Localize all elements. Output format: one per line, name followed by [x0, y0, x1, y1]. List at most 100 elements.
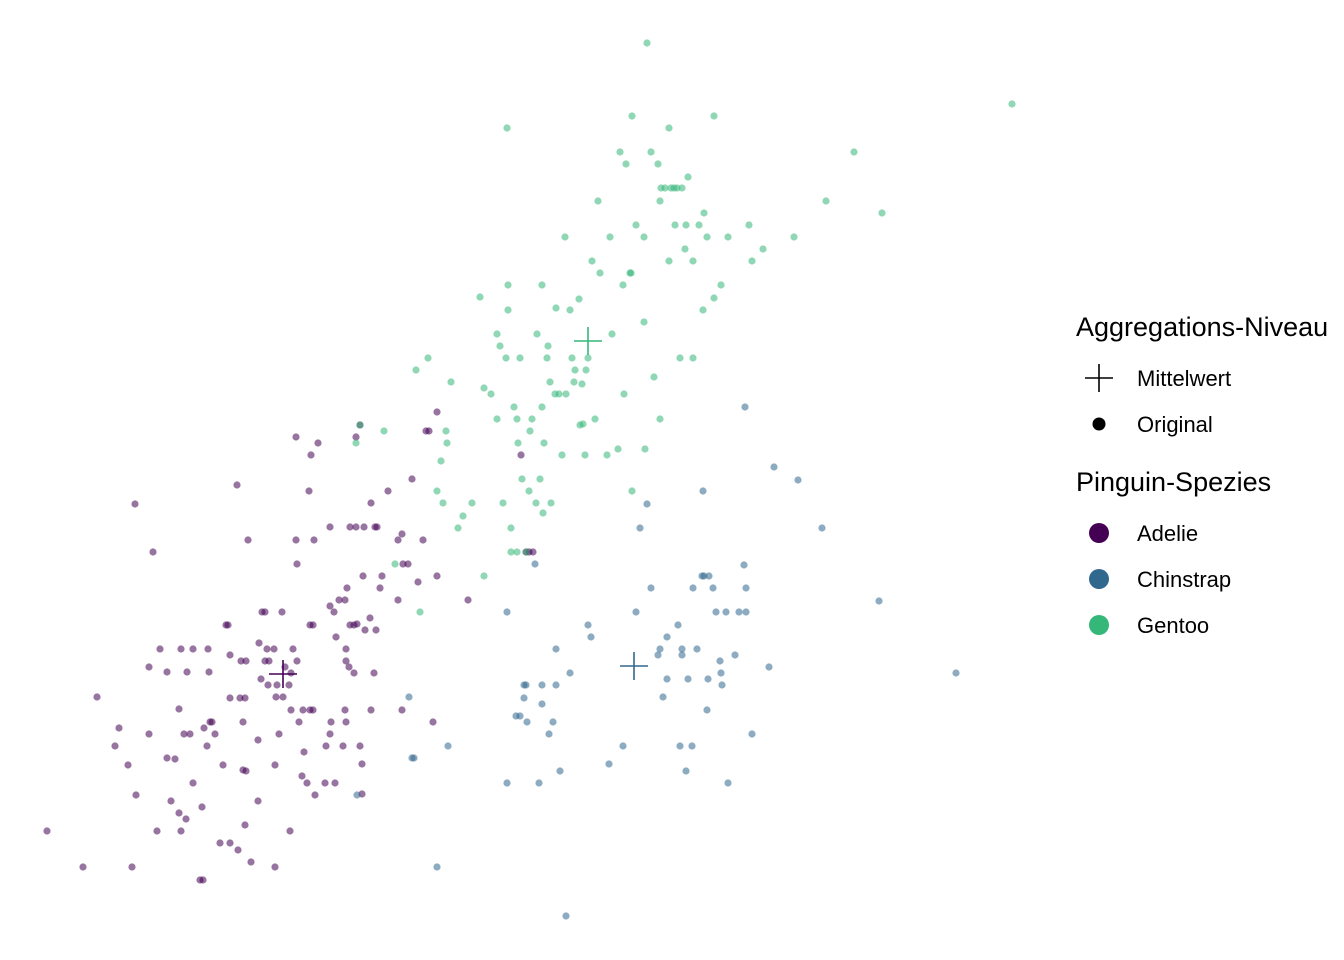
point-adelie	[254, 797, 262, 805]
point-adelie	[359, 572, 367, 580]
point-chinstrap	[520, 694, 528, 702]
point-gentoo	[575, 295, 583, 303]
point-adelie	[236, 694, 244, 702]
point-gentoo	[526, 427, 534, 435]
point-gentoo	[619, 281, 627, 289]
point-chinstrap	[538, 681, 546, 689]
point-gentoo	[437, 457, 445, 465]
point-chinstrap	[684, 675, 692, 683]
legend-aggregation: Aggregations-Niveau Mittelwert Original	[1076, 312, 1328, 437]
point-adelie	[177, 827, 185, 835]
point-chinstrap	[742, 584, 750, 592]
point-gentoo	[570, 378, 578, 386]
point-gentoo	[539, 509, 547, 517]
point-adelie	[394, 596, 402, 604]
point-adelie	[342, 657, 350, 665]
point-gentoo	[496, 342, 504, 350]
point-adelie	[292, 536, 300, 544]
point-gentoo	[620, 390, 628, 398]
point-adelie	[372, 626, 380, 634]
point-adelie	[398, 530, 406, 538]
point-adelie	[156, 645, 164, 653]
point-chinstrap	[741, 403, 749, 411]
point-gentoo	[543, 354, 551, 362]
point-adelie	[394, 536, 402, 544]
point-chinstrap	[538, 700, 546, 708]
point-chinstrap	[700, 572, 708, 580]
data-points	[43, 39, 1016, 920]
point-gentoo	[748, 257, 756, 265]
point-gentoo	[878, 209, 886, 217]
point-adelie	[305, 487, 313, 495]
point-adelie	[115, 724, 123, 732]
point-chinstrap	[735, 608, 743, 616]
point-adelie	[186, 730, 194, 738]
point-gentoo	[568, 354, 576, 362]
legend-adelie-swatch	[1089, 523, 1109, 543]
point-gentoo	[533, 330, 541, 338]
point-adelie	[399, 560, 407, 568]
point-adelie	[366, 614, 374, 622]
point-chinstrap	[562, 912, 570, 920]
point-gentoo	[689, 257, 697, 265]
point-gentoo	[454, 524, 462, 532]
point-chinstrap	[663, 633, 671, 641]
point-gentoo	[681, 245, 689, 253]
point-chinstrap	[724, 779, 732, 787]
point-adelie	[241, 694, 249, 702]
point-gentoo	[412, 366, 420, 374]
mean-cross-adelie	[269, 660, 297, 688]
point-gentoo	[480, 384, 488, 392]
point-gentoo	[562, 390, 570, 398]
point-adelie	[285, 681, 293, 689]
point-adelie	[93, 693, 101, 701]
point-chinstrap	[444, 742, 452, 750]
point-gentoo	[516, 354, 524, 362]
point-adelie	[242, 767, 250, 775]
point-gentoo	[528, 415, 536, 423]
point-adelie	[361, 626, 369, 634]
point-chinstrap	[522, 681, 530, 689]
point-chinstrap	[566, 669, 574, 677]
point-adelie	[339, 742, 347, 750]
mean-cross-gentoo	[574, 327, 602, 355]
point-adelie	[211, 730, 219, 738]
point-adelie	[311, 791, 319, 799]
point-gentoo	[447, 378, 455, 386]
point-adelie	[326, 523, 334, 531]
point-chinstrap	[531, 560, 539, 568]
point-adelie	[153, 827, 161, 835]
point-adelie	[429, 718, 437, 726]
point-adelie	[341, 596, 349, 604]
legend: Aggregations-Niveau Mittelwert Original …	[1076, 312, 1328, 638]
point-adelie	[270, 645, 278, 653]
point-chinstrap	[693, 645, 701, 653]
point-adelie	[239, 718, 247, 726]
point-chinstrap	[717, 669, 725, 677]
point-adelie	[356, 742, 364, 750]
point-adelie	[345, 663, 353, 671]
point-gentoo	[689, 354, 697, 362]
point-gentoo	[596, 269, 604, 277]
series-adelie	[43, 408, 537, 884]
point-gentoo	[538, 403, 546, 411]
point-adelie	[314, 439, 322, 447]
point-adelie	[332, 633, 340, 641]
point-chinstrap	[535, 779, 543, 787]
point-adelie	[199, 876, 207, 884]
point-gentoo	[518, 475, 526, 483]
point-adelie	[234, 846, 242, 854]
point-chinstrap	[405, 693, 413, 701]
point-adelie	[293, 657, 301, 665]
point-gentoo	[499, 499, 507, 507]
point-chinstrap	[587, 633, 595, 641]
point-adelie	[189, 779, 197, 787]
point-gentoo	[591, 415, 599, 423]
point-adelie	[271, 761, 279, 769]
point-chinstrap	[682, 767, 690, 775]
point-gentoo	[614, 445, 622, 453]
point-adelie	[404, 560, 412, 568]
point-adelie	[279, 693, 287, 701]
point-adelie	[145, 663, 153, 671]
